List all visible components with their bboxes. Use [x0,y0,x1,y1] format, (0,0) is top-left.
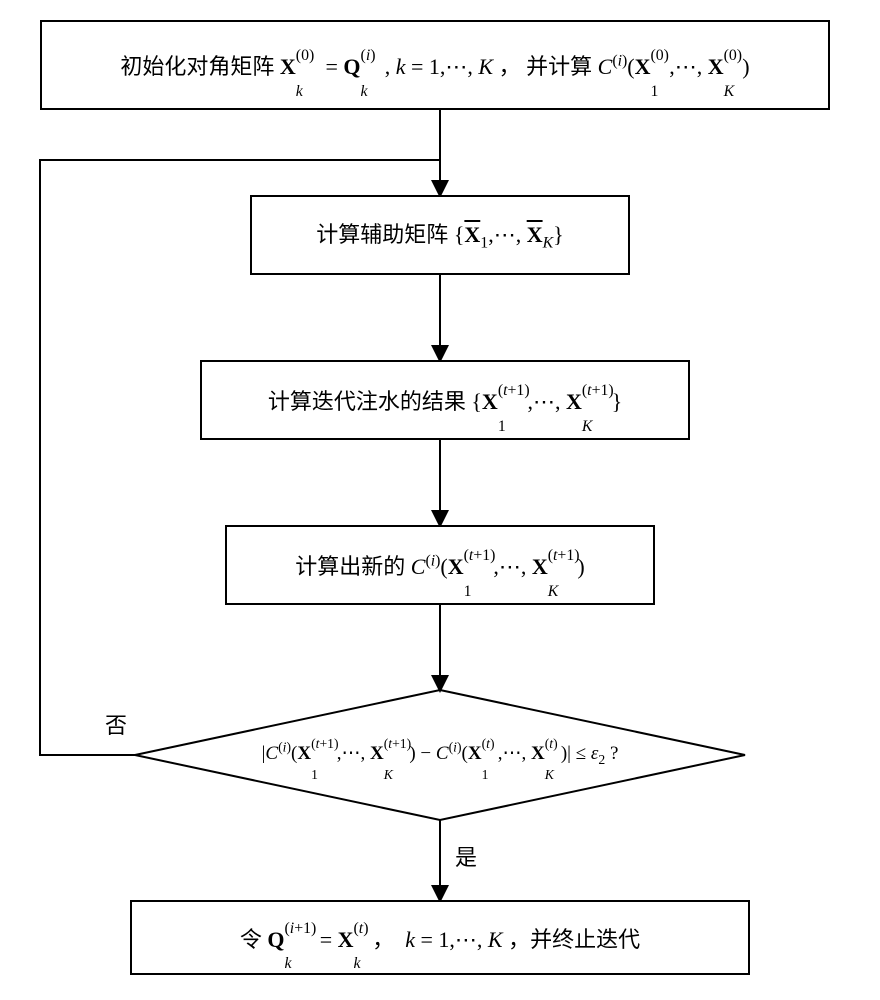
node-aux-matrix: 计算辅助矩阵 {X1,⋯, XK} [250,195,630,275]
flowchart-canvas: 初始化对角矩阵 X(0)k = Q(i)k , k = 1,⋯, K ， 并计算… [0,0,880,1000]
node-new-c-text: 计算出新的 C(i)(X(t+1)1 ,⋯, X(t+1)K ) [295,549,584,581]
node-new-c: 计算出新的 C(i)(X(t+1)1 ,⋯, X(t+1)K ) [225,525,655,605]
node-decision-text: |C(i)(X(t+1)1 ,⋯, X(t+1)K ) − C(i)(X(t)1… [145,740,735,768]
node-waterfilling: 计算迭代注水的结果 {X(t+1)1 ,⋯, X(t+1)K } [200,360,690,440]
node-aux-matrix-text: 计算辅助矩阵 {X1,⋯, XK} [316,217,563,252]
node-terminate: 令 Q(i+1)k = X(t)k ， k = 1,⋯, K ，并终止迭代 [130,900,750,975]
node-init-text: 初始化对角矩阵 X(0)k = Q(i)k , k = 1,⋯, K ， 并计算… [120,49,749,81]
node-init: 初始化对角矩阵 X(0)k = Q(i)k , k = 1,⋯, K ， 并计算… [40,20,830,110]
edge-label-no: 否 [105,708,127,740]
connectors-layer [0,0,880,1000]
edge-label-yes: 是 [455,840,477,872]
node-terminate-text: 令 Q(i+1)k = X(t)k ， k = 1,⋯, K ，并终止迭代 [240,922,640,954]
node-waterfilling-text: 计算迭代注水的结果 {X(t+1)1 ,⋯, X(t+1)K } [268,384,622,416]
